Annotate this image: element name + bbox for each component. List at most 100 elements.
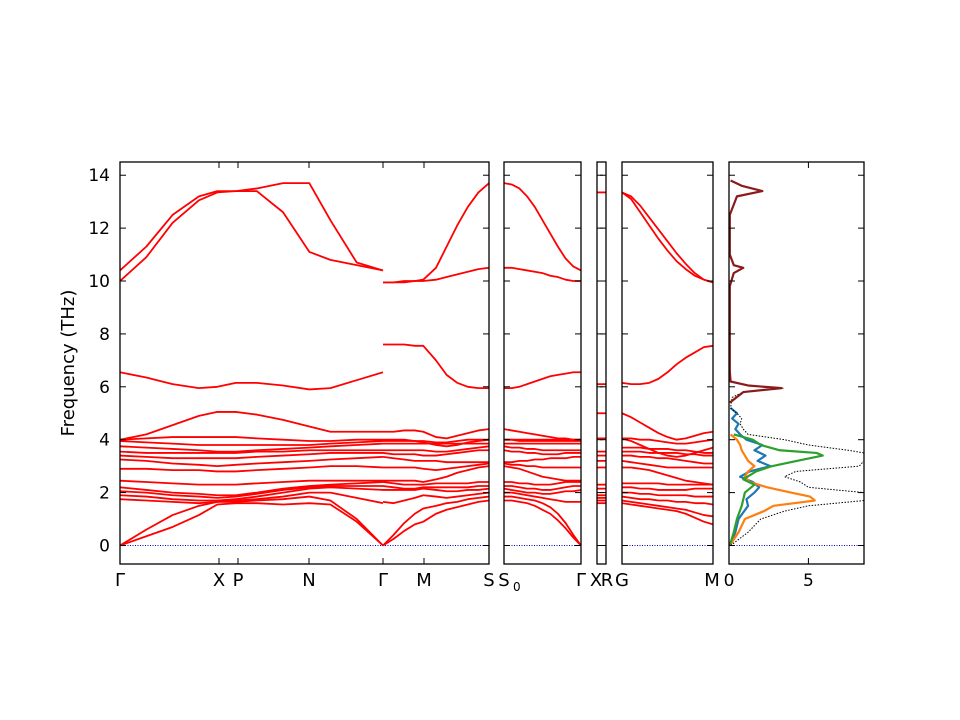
phonon-band <box>119 502 384 547</box>
phonon-band <box>504 499 582 547</box>
phonon-band <box>621 412 714 441</box>
phonon-band <box>622 450 713 457</box>
phonon-band <box>119 481 384 497</box>
phonon-band <box>621 191 714 284</box>
phonon-band <box>119 491 384 505</box>
phonon-band <box>382 495 490 547</box>
dos-x-tick-label: 5 <box>803 571 814 591</box>
x-tick-label: P <box>233 570 244 591</box>
phonon-band <box>383 465 490 483</box>
phonon-band <box>119 485 383 499</box>
dos-curve-3 <box>729 180 865 546</box>
y-tick-label: 14 <box>88 166 110 186</box>
panel-frame <box>596 161 607 565</box>
phonon-band <box>621 495 714 506</box>
phonon-band <box>622 482 713 486</box>
phonon-band <box>119 455 384 468</box>
phonon-band <box>119 495 384 547</box>
phonon-band <box>503 462 581 469</box>
phonon-band <box>119 371 384 391</box>
phonon-band <box>503 465 581 482</box>
y-tick-label: 4 <box>99 431 110 451</box>
phonon-band <box>622 491 713 498</box>
phonon-band <box>119 182 384 272</box>
dos-curve-2 <box>728 433 824 546</box>
phonon-band <box>382 455 489 464</box>
phonon-band <box>504 485 581 491</box>
phonon-band <box>621 459 713 469</box>
band-segment-2 <box>503 182 582 547</box>
phonon-band <box>119 486 384 502</box>
x-tick-label: Γ <box>378 570 388 591</box>
phonon-band <box>504 371 581 390</box>
phonon-band <box>621 499 714 518</box>
dos-curve-0 <box>728 407 772 546</box>
x-tick-label: G <box>615 570 629 591</box>
x-tick-label: N <box>302 570 315 591</box>
y-tick-label: 0 <box>99 536 110 556</box>
x-tick-label: S <box>483 570 494 591</box>
phonon-band <box>622 437 714 445</box>
y-axis-label: Frequency (THz) <box>58 290 79 437</box>
phonon-band <box>621 344 714 386</box>
x-tick-label: M <box>704 570 720 591</box>
phonon-band <box>504 455 581 464</box>
phonon-band <box>622 466 714 486</box>
y-tick-label: 2 <box>99 484 110 504</box>
phonon-band <box>503 449 581 456</box>
dos-x-tick-label: 0 <box>724 571 735 591</box>
band-segment-0 <box>119 182 384 547</box>
phonon-band <box>382 481 489 486</box>
phonon-band <box>119 442 384 453</box>
phonon-band <box>119 479 383 486</box>
phonon-band <box>621 191 714 284</box>
phonon-band <box>382 449 489 457</box>
y-tick-label: 12 <box>88 219 110 239</box>
phonon-band <box>119 452 383 460</box>
y-tick-label: 6 <box>99 378 110 398</box>
phonon-band <box>622 486 713 491</box>
x-tick-label: Γ <box>576 570 586 591</box>
phonon-band <box>382 499 490 547</box>
phonon-band <box>383 438 489 444</box>
phonon-band <box>621 437 714 458</box>
x-tick-label: Γ <box>115 570 125 591</box>
y-tick-label: 8 <box>99 325 110 345</box>
x-tick-label: X <box>213 570 225 591</box>
panel-frame <box>503 161 582 565</box>
phonon-band <box>383 182 490 284</box>
phonon-band <box>504 495 582 547</box>
phonon-band <box>383 266 490 284</box>
x-tick-label: R <box>601 570 614 591</box>
phonon-band <box>504 266 581 282</box>
phonon-band <box>622 454 713 465</box>
phonon-band <box>383 445 490 453</box>
phonon-band <box>383 428 490 440</box>
phonon-band <box>503 428 581 441</box>
band-segment-1 <box>382 182 490 547</box>
phonon-band <box>383 438 490 448</box>
phonon-band <box>382 485 489 490</box>
band-segment-4 <box>621 191 714 526</box>
panel-frame <box>119 161 490 565</box>
phonon-band <box>382 491 490 505</box>
phonon-band <box>119 411 383 441</box>
phonon-band <box>503 487 582 495</box>
phonon-band <box>503 182 582 272</box>
phonon-band <box>119 190 384 282</box>
phonon-band <box>120 465 384 473</box>
dos-panel-frame <box>728 161 865 565</box>
phonon-band <box>503 445 581 452</box>
phonon-band <box>504 481 581 486</box>
dos-curve-4 <box>728 179 783 404</box>
phonon-band <box>383 462 490 472</box>
x-tick-label-subscript: 0 <box>513 580 521 594</box>
x-tick-label: X <box>590 570 602 591</box>
band-segment-3 <box>597 191 606 505</box>
y-tick-label: 10 <box>88 272 110 292</box>
x-tick-label: S <box>498 570 509 591</box>
phonon-band <box>383 487 490 493</box>
phonon-band <box>119 449 383 454</box>
